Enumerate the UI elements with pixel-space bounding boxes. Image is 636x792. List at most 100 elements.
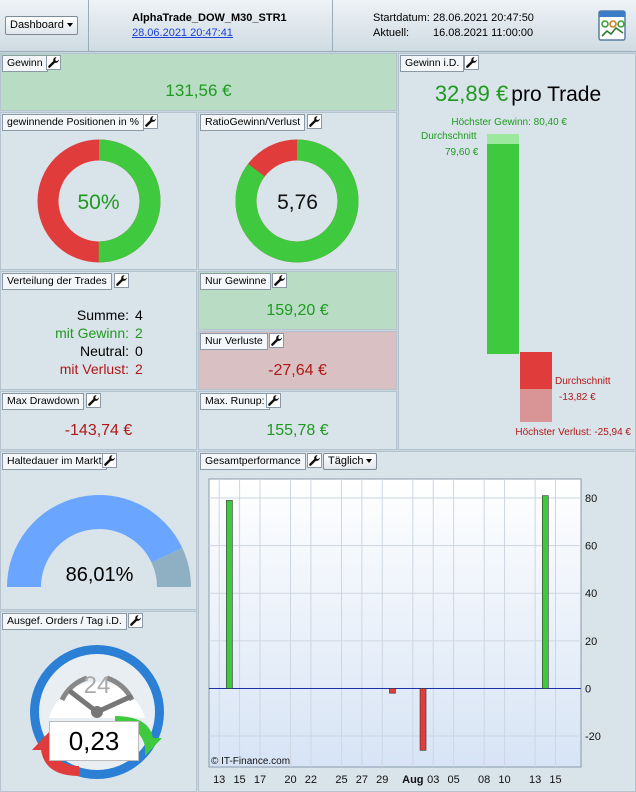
per-trade-suffix: pro Trade (511, 83, 602, 106)
win-label: mit Gewinn: (55, 325, 129, 341)
only-losses-value: -27,64 € (268, 362, 327, 379)
chevron-down-icon (66, 23, 73, 28)
panel-title: gewinnende Positionen in % (2, 114, 144, 131)
report-icon[interactable] (596, 9, 630, 43)
strategy-date-link[interactable]: 28.06.2021 20:47:41 (132, 27, 233, 39)
copyright-label: © IT-Finance.com (211, 756, 290, 767)
panel-title: Max Drawdown (2, 393, 85, 410)
loss-label: mit Verlust: (59, 361, 129, 377)
x-tick-label: 13 (213, 774, 225, 786)
avg-loss-bar (520, 352, 552, 389)
wrench-icon[interactable] (266, 393, 281, 408)
wrench-icon[interactable] (128, 613, 143, 628)
highest-win-label: Höchster Gewinn: 80,40 € (451, 117, 567, 128)
wrench-icon[interactable] (269, 333, 284, 348)
x-tick-label: 15 (233, 774, 245, 786)
panel-title: Gewinn i.D. (400, 55, 465, 72)
y-tick-label: 0 (585, 683, 591, 695)
y-tick-label: 60 (585, 541, 597, 553)
orders-panel: Ausgef. Orders / Tag i.D. 24 0,23 (0, 611, 197, 792)
start-value: 28.06.2021 20:47:50 (433, 12, 534, 24)
performance-bar (389, 688, 396, 694)
per-trade-panel: Gewinn i.D. 32,89 € pro Trade Höchster G… (398, 53, 636, 450)
only-wins-value: 159,20 € (266, 302, 329, 319)
wrench-icon[interactable] (307, 453, 322, 468)
wrench-icon[interactable] (46, 55, 61, 70)
wrench-icon[interactable] (86, 393, 101, 408)
x-tick-label: 25 (335, 774, 347, 786)
y-tick-label: -20 (585, 731, 601, 743)
y-tick-label: 20 (585, 636, 597, 648)
win-positions-donut (37, 139, 161, 263)
win-positions-value: 50% (77, 191, 120, 214)
neutral-label: Neutral: (79, 343, 129, 359)
gauge-fill-arc (7, 494, 183, 587)
x-tick-label: 15 (549, 774, 561, 786)
wrench-icon[interactable] (272, 273, 287, 288)
max-drawdown-value: -143,74 € (64, 422, 133, 439)
panel-title: Gesamtperformance (200, 453, 306, 470)
clock-icon (30, 645, 164, 779)
avg-win-bar (487, 144, 519, 354)
wrench-icon[interactable] (464, 55, 479, 70)
distribution-panel: Verteilung der Trades Summe: mit Gewinn:… (0, 271, 197, 390)
win-positions-panel: gewinnende Positionen in % 50% (0, 112, 197, 270)
plot-area (208, 478, 582, 768)
panel-title: Nur Verluste (200, 333, 268, 350)
panel-title: Nur Gewinne (200, 273, 272, 290)
x-tick-label: 08 (478, 774, 490, 786)
holding-value: 86,01% (65, 564, 134, 586)
avg-win-label: Durchschnitt (421, 131, 477, 142)
donut-win-arc (37, 139, 161, 263)
holding-gauge (7, 494, 191, 587)
current-label: Aktuell: (373, 27, 410, 39)
gewinn-panel: Gewinn 131,56 € (0, 53, 397, 111)
ratio-value: 5,76 (277, 191, 318, 214)
loss-value: 2 (135, 361, 143, 377)
current-value: 16.08.2021 11:00:00 (433, 27, 534, 39)
chevron-down-icon (366, 459, 373, 464)
y-tick-label: 80 (585, 493, 597, 505)
dashboard-label: Dashboard (10, 19, 64, 31)
highest-loss-label: Höchster Verlust: -25,94 € (515, 427, 631, 438)
performance-chart: 80 60 40 20 0 -20 13 15 17 20 22 25 27 29 Aug 03 05 08 10… (208, 478, 601, 786)
sum-label: Summe: (76, 307, 129, 323)
wrench-icon[interactable] (114, 273, 129, 288)
panel-title: Gewinn (2, 55, 48, 72)
avg-win-value: 79,60 € (445, 147, 479, 158)
max-drawdown-panel: Max Drawdown -143,74 € (0, 391, 197, 450)
holding-panel: Haltedauer im Markt 86,01% (0, 451, 197, 610)
x-tick-label: 22 (305, 774, 317, 786)
x-tick-label: 17 (254, 774, 266, 786)
dashboard-dropdown[interactable]: Dashboard (5, 16, 78, 35)
x-tick-label: Aug (402, 774, 423, 786)
panel-title: RatioGewinn/Verlust (200, 114, 306, 131)
x-tick-label: 27 (356, 774, 368, 786)
panel-title: Haltedauer im Markt (2, 453, 107, 470)
divider (332, 0, 333, 52)
panel-title: Verteilung der Trades (2, 273, 112, 290)
panel-title: Max. Runup: (200, 393, 270, 410)
x-tick-label: 13 (529, 774, 541, 786)
x-tick-label: 05 (447, 774, 459, 786)
highest-win-bar (487, 134, 519, 144)
gewinn-value: 131,56 € (165, 81, 232, 100)
max-runup-value: 155,78 € (266, 422, 329, 439)
x-tick-label: 20 (284, 774, 296, 786)
ratio-donut (235, 139, 359, 263)
divider (88, 0, 89, 52)
orders-value: 0,23 (49, 721, 139, 761)
wrench-icon[interactable] (102, 453, 117, 468)
x-tick-label: 03 (427, 774, 439, 786)
wrench-icon[interactable] (143, 114, 158, 129)
gauge-remaining-arc (151, 547, 191, 587)
period-label: Täglich (328, 455, 364, 467)
y-tick-label: 40 (585, 588, 597, 600)
period-dropdown[interactable]: Täglich (323, 453, 378, 470)
highest-loss-bar (520, 389, 552, 422)
performance-panel: Gesamtperformance Täglich 80 60 40 20 0 -20 1… (198, 451, 636, 792)
only-wins-panel: Nur Gewinne 159,20 € (198, 271, 397, 330)
wrench-icon[interactable] (307, 114, 322, 129)
neutral-value: 0 (135, 343, 143, 359)
panel-title: Ausgef. Orders / Tag i.D. (2, 613, 127, 630)
